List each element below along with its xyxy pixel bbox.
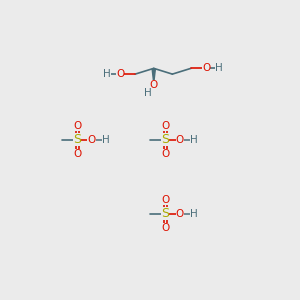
Text: H: H [190,135,198,145]
Text: O: O [161,194,169,205]
Text: S: S [161,207,169,220]
Text: H: H [215,63,223,73]
Text: O: O [202,63,210,73]
Text: S: S [73,134,81,146]
Text: O: O [116,69,124,79]
Text: H: H [190,209,198,219]
Text: H: H [101,135,109,145]
Text: O: O [161,121,169,130]
Text: H: H [103,69,111,79]
Text: O: O [161,223,169,233]
Text: O: O [150,80,158,90]
Text: O: O [161,149,169,159]
Text: O: O [73,121,81,130]
Text: S: S [161,134,169,146]
Text: O: O [87,135,96,145]
Text: O: O [73,149,81,159]
Text: O: O [176,209,184,219]
Polygon shape [152,69,155,83]
Text: H: H [144,88,152,98]
Text: O: O [176,135,184,145]
